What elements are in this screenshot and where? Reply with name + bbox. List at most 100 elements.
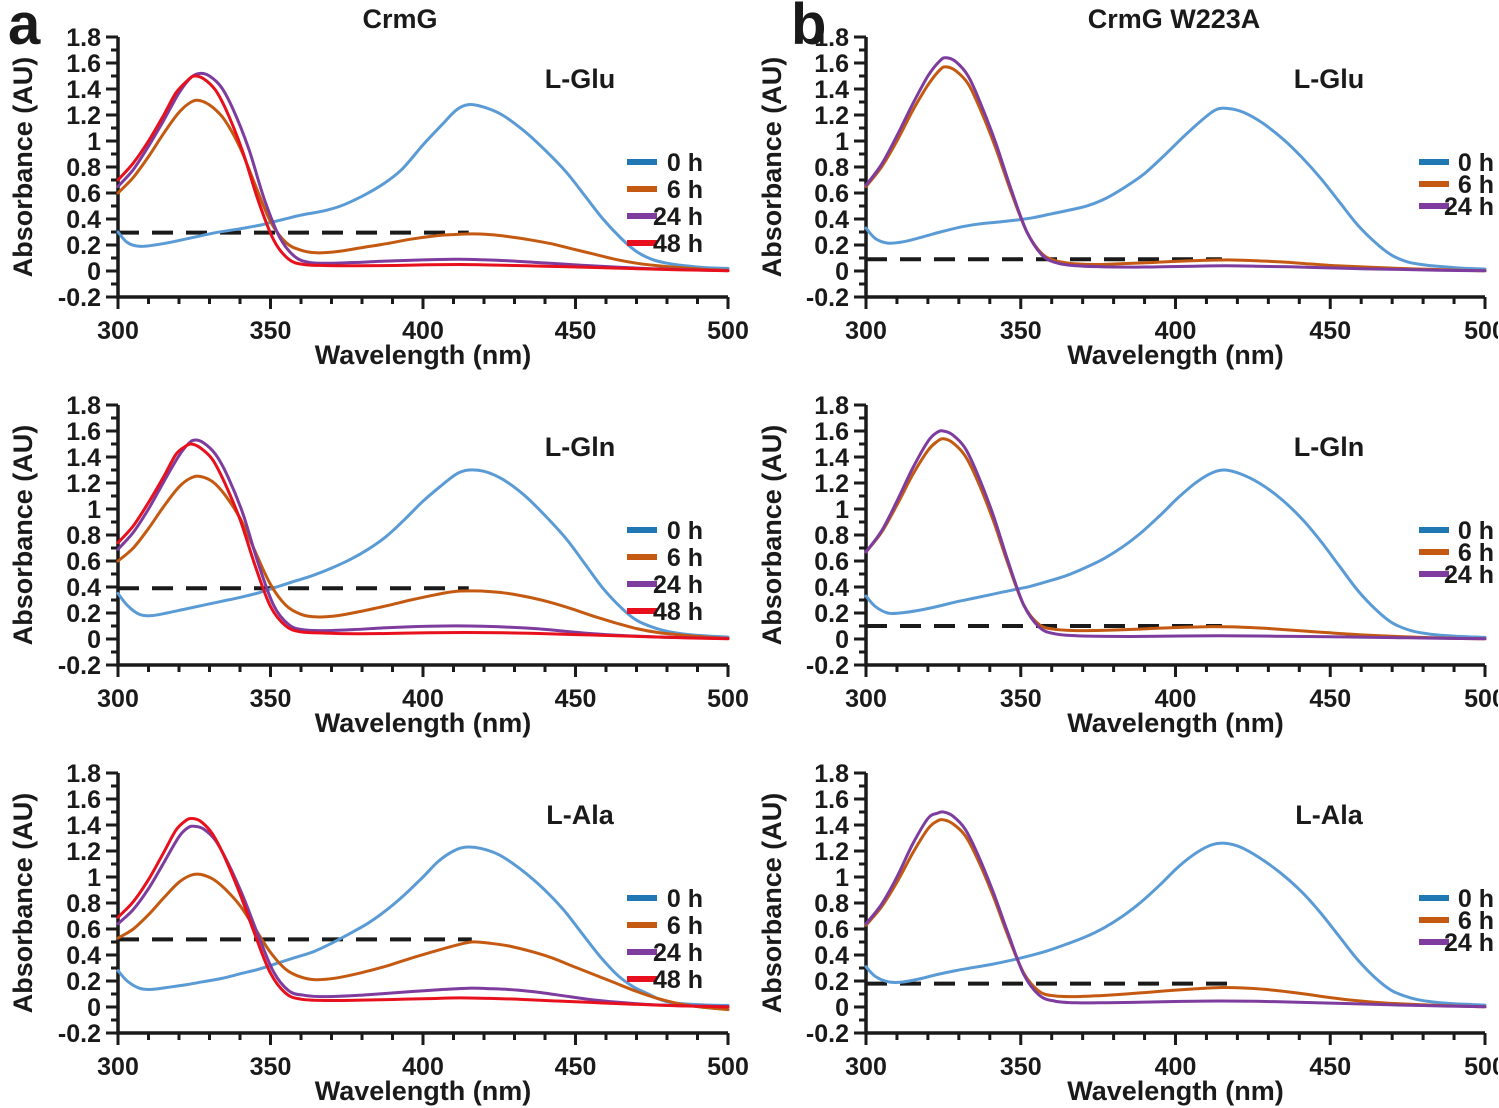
y-tick-label: 1.6 [814, 418, 849, 446]
x-axis-title: Wavelength (nm) [1067, 340, 1284, 370]
y-tick-label: 1 [835, 128, 849, 156]
x-tick-label: 300 [97, 685, 139, 713]
legend-label-0h: 0 h [667, 517, 703, 545]
y-tick-label: 1.8 [814, 760, 849, 788]
legend-label-6h: 6 h [667, 912, 703, 940]
x-tick-label: 450 [555, 685, 597, 713]
series-curve-6h [116, 98, 730, 272]
chart-crmg-w223a-l-ala: -0.200.20.40.60.811.21.41.61.8 300 350 400 4… [757, 760, 1498, 1106]
x-tick-label: 500 [1464, 685, 1498, 713]
substrate-label: L-Glu [1294, 64, 1364, 94]
x-axis-title: Wavelength (nm) [315, 1076, 532, 1106]
x-tick-label: 500 [1464, 1053, 1498, 1081]
y-tick-label: 1.2 [66, 102, 101, 130]
legend-label-48h: 48 h [653, 966, 703, 994]
y-tick-label: 1.4 [814, 444, 849, 472]
y-tick-label: 0.2 [66, 968, 101, 996]
y-tick-label: 1.8 [66, 760, 101, 788]
chart-crmg-l-glu: -0.200.20.40.60.811.21.41.61.8 300 350 400 4… [8, 4, 749, 370]
y-tick-label: 0 [87, 994, 101, 1022]
x-tick-label: 350 [1000, 317, 1042, 345]
y-tick-label: 1.6 [814, 786, 849, 814]
y-tick-label: -0.2 [58, 652, 101, 680]
x-axis-title: Wavelength (nm) [1067, 1076, 1284, 1106]
substrate-label: L-Ala [546, 800, 614, 830]
chart-crmg-l-ala: -0.200.20.40.60.811.21.41.61.8 300 350 400 4… [8, 760, 749, 1106]
y-tick-label: 0 [835, 626, 849, 654]
axes: -0.200.20.40.60.811.21.41.61.8 300 350 400 4… [806, 24, 1498, 345]
x-tick-label: 300 [97, 1053, 139, 1081]
x-axis-ticks: 300 350 400 450 500 [845, 665, 1498, 713]
y-tick-label: 1.2 [814, 838, 849, 866]
y-tick-label: 0.4 [66, 574, 101, 602]
y-tick-label: 1.4 [66, 444, 101, 472]
x-axis-title: Wavelength (nm) [315, 708, 532, 738]
panel-a-l-gln: -0.2 0 0.2 0.4 0.6 0.8 1 1.2 1.4 1.6 1.8 300 350 400 4… [0, 372, 749, 740]
substrate-label: L-Gln [1294, 432, 1364, 462]
x-tick-label: 350 [250, 685, 292, 713]
y-axis-title: Absorbance (AU) [757, 793, 787, 1014]
panel-b-l-glu: b -0.2 0 0.2 0.4 0.6 0.8 1 1.2 1.4 1.6 1.8 300 350 40… [749, 0, 1499, 372]
series-curve-0h [864, 841, 1487, 1007]
series-curve-24h [864, 429, 1487, 641]
legend-label-48h: 48 h [653, 598, 703, 626]
y-tick-label: 1.6 [66, 418, 101, 446]
panel-title: CrmG [362, 4, 437, 34]
series-curve-6h [116, 872, 730, 1012]
panel-b-l-gln: -0.2 0 0.2 0.4 0.6 0.8 1 1.2 1.4 1.6 1.8 300 350 400 4… [749, 372, 1499, 740]
series-curve-6h [116, 474, 730, 640]
y-axis-title: Absorbance (AU) [757, 425, 787, 646]
legend-label-24h: 24 h [1444, 929, 1494, 957]
y-tick-label: 0.6 [814, 916, 849, 944]
panel-a-l-glu: a -0.2 0 0.2 0.4 0.6 0.8 1 1.2 1.4 1.6 1.8 300 350 40… [0, 0, 749, 372]
y-tick-label: 1.2 [814, 470, 849, 498]
y-tick-label: 1.4 [66, 76, 101, 104]
y-tick-label: -0.2 [58, 1020, 101, 1048]
y-tick-label: 0 [87, 626, 101, 654]
x-axis-ticks: 300 350 400 450 500 [97, 1033, 749, 1081]
legend-label-0h: 0 h [1458, 517, 1494, 545]
y-tick-label: 0.2 [814, 232, 849, 260]
y-tick-label: 1 [87, 864, 101, 892]
axes: -0.200.20.40.60.811.21.41.61.8 300 350 400 4… [58, 24, 749, 345]
x-tick-label: 450 [1309, 317, 1351, 345]
y-tick-label: 0.6 [66, 548, 101, 576]
substrate-label: L-Ala [1295, 800, 1363, 830]
panel-letter-b: b [791, 0, 827, 57]
y-axis-ticks: -0.200.20.40.60.811.21.41.61.8 [806, 24, 866, 312]
y-axis-ticks: -0.200.20.40.60.811.21.41.61.8 [58, 392, 118, 680]
x-axis-title: Wavelength (nm) [315, 340, 532, 370]
y-axis-ticks: -0.200.20.40.60.811.21.41.61.8 [806, 760, 866, 1048]
y-tick-label: -0.2 [806, 652, 849, 680]
legend-label-0h: 0 h [667, 149, 703, 177]
x-tick-label: 350 [1000, 685, 1042, 713]
y-tick-label: 1.8 [814, 392, 849, 420]
y-tick-label: 1.8 [814, 24, 849, 52]
x-tick-label: 400 [1155, 685, 1197, 713]
x-axis-ticks: 300 350 400 450 500 [845, 297, 1498, 345]
series-curve-48h [116, 74, 730, 273]
y-axis-ticks: -0.200.20.40.60.811.21.41.61.8 [806, 392, 866, 680]
axes: -0.200.20.40.60.811.21.41.61.8 300 350 400 4… [806, 392, 1498, 713]
legend-label-24h: 24 h [1444, 561, 1494, 589]
series-curve-6h [864, 65, 1487, 273]
legend-label-24h: 24 h [653, 939, 703, 967]
y-axis-ticks: -0.200.20.40.60.811.21.41.61.8 [58, 24, 118, 312]
legend: 0 h6 h24 h48 h [627, 885, 703, 994]
series-curve-0h [116, 468, 730, 639]
x-tick-label: 450 [555, 1053, 597, 1081]
x-tick-label: 500 [1464, 317, 1498, 345]
x-tick-label: 300 [845, 685, 887, 713]
legend-label-24h: 24 h [653, 571, 703, 599]
x-tick-label: 350 [250, 1053, 292, 1081]
series-curve-24h [116, 824, 730, 1009]
x-axis-title: Wavelength (nm) [1067, 708, 1284, 738]
y-tick-label: 0.6 [814, 180, 849, 208]
y-axis-title: Absorbance (AU) [8, 425, 38, 646]
y-tick-label: 0.8 [66, 522, 101, 550]
y-tick-label: 0.4 [66, 942, 101, 970]
legend-label-6h: 6 h [1458, 907, 1494, 935]
y-axis-title: Absorbance (AU) [757, 57, 787, 278]
x-tick-label: 400 [402, 685, 444, 713]
